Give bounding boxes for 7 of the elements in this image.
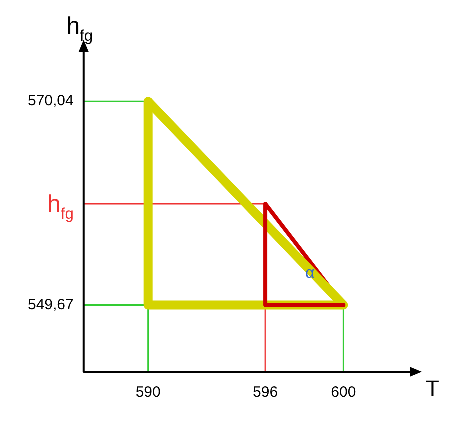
annotation: α — [306, 265, 315, 282]
x-tick-label: 590 — [136, 384, 161, 402]
x-tick-label: 600 — [331, 384, 356, 402]
x-tick-label: 596 — [253, 384, 278, 402]
y-tick-label: 570,04 — [28, 92, 74, 110]
x-axis-title: T — [426, 376, 440, 401]
y-tick-label: 549,67 — [28, 296, 74, 314]
